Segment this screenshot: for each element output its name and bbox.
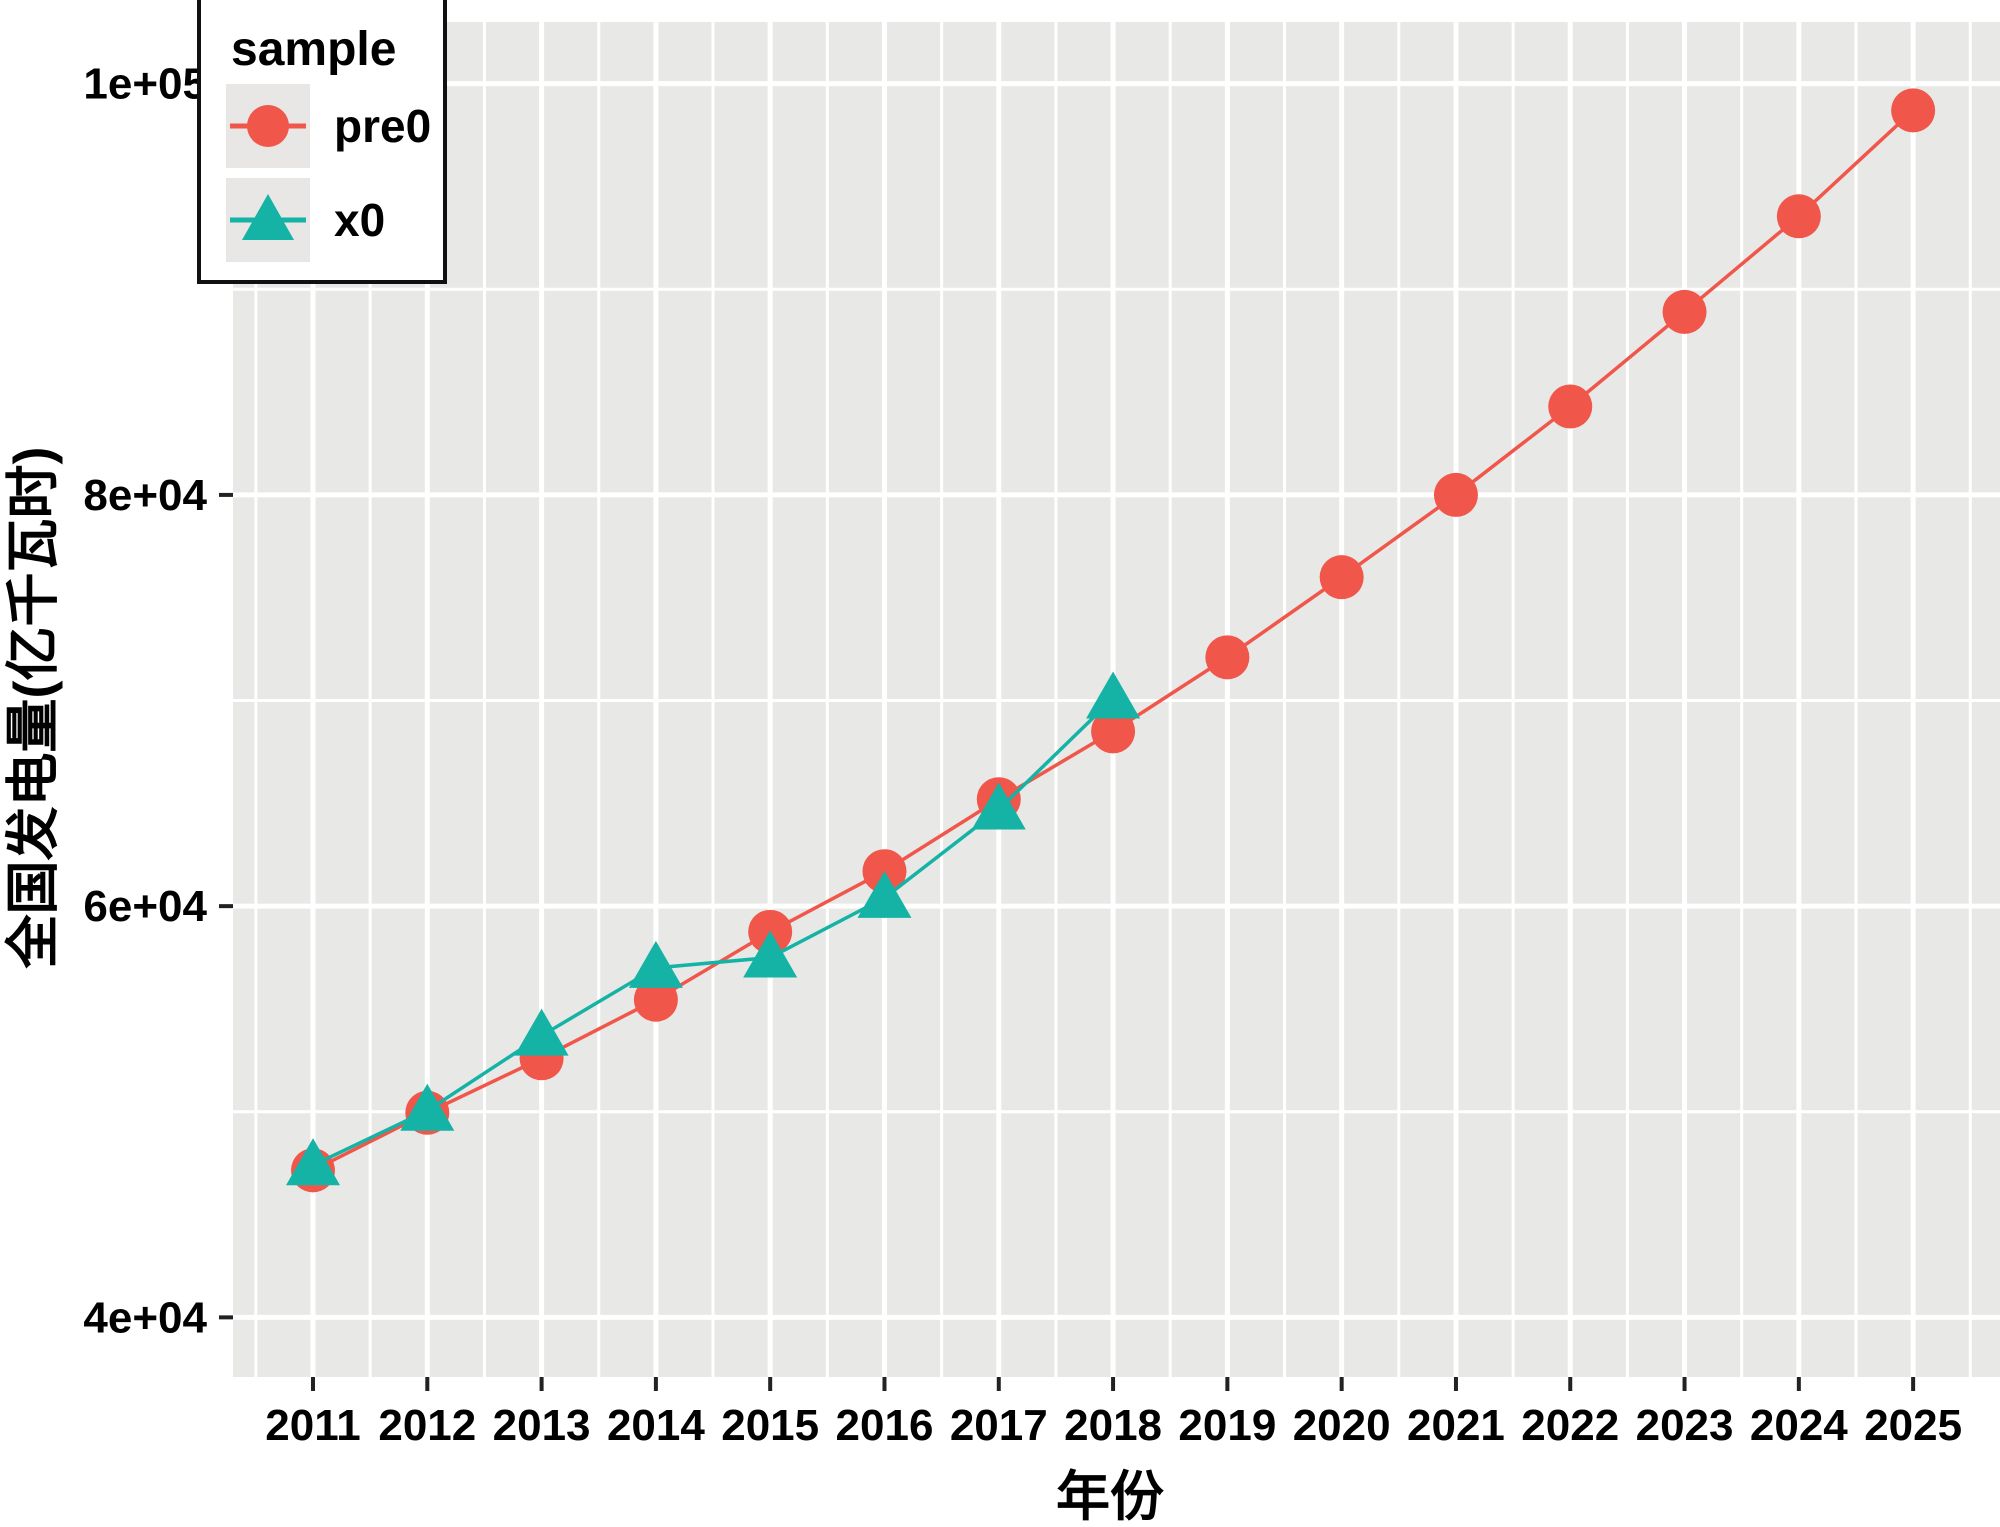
- legend-item-label: pre0: [334, 100, 432, 152]
- data-point-pre0: [1091, 709, 1136, 754]
- x-tick-label: 2013: [493, 1401, 591, 1450]
- y-tick-label: 4e+04: [83, 1293, 207, 1342]
- x-tick-label: 2016: [836, 1401, 934, 1450]
- y-axis-title: 全国发电量(亿千瓦时): [3, 446, 64, 969]
- x-tick-label: 2017: [950, 1401, 1048, 1450]
- data-point-x0: [857, 870, 912, 918]
- x-tick-label: 2018: [1064, 1401, 1162, 1450]
- x-tick-label: 2011: [265, 1401, 360, 1450]
- x-tick-label: 2023: [1636, 1401, 1734, 1450]
- x-tick-label: 2012: [378, 1401, 476, 1450]
- y-tick-labels: 4e+04 6e+04 8e+04 1e+05: [83, 60, 207, 1343]
- x-tick-labels: 2011 2012 2013 2014 2015 2016 2017 2018 2019 2020…: [265, 1401, 1962, 1450]
- x-tick-label: 2021: [1407, 1401, 1505, 1450]
- data-point-x0: [1086, 671, 1141, 719]
- data-point-x0: [971, 782, 1026, 830]
- data-point-pre0: [1891, 88, 1936, 133]
- legend: sample pre0 x0: [197, 0, 447, 284]
- data-point-x0: [400, 1083, 455, 1131]
- data-point-pre0: [1319, 555, 1364, 600]
- data-point-pre0: [1776, 194, 1821, 239]
- legend-item-pre0[interactable]: pre0: [226, 84, 436, 168]
- data-point-x0: [514, 1008, 569, 1056]
- data-point-pre0: [633, 977, 678, 1022]
- x-tick-label: 2015: [721, 1401, 819, 1450]
- legend-title: sample: [231, 23, 397, 76]
- data-point-x0: [628, 940, 683, 988]
- legend-item-x0[interactable]: x0: [226, 178, 436, 262]
- data-point-x0: [286, 1138, 341, 1186]
- circle-key-icon: [226, 84, 310, 168]
- data-point-pre0: [1433, 472, 1478, 517]
- x-tick-label: 2014: [607, 1401, 705, 1450]
- x-tick-label: 2020: [1293, 1401, 1391, 1450]
- gridlines-minor: [233, 22, 2000, 1377]
- y-tick-label: 1e+05: [83, 60, 207, 109]
- x-axis-title: 年份: [1056, 1467, 1164, 1527]
- y-tick-label: 6e+04: [83, 882, 207, 931]
- triangle-key-icon: [226, 178, 310, 262]
- x-tick-label: 2022: [1521, 1401, 1619, 1450]
- legend-item-label: x0: [334, 194, 386, 246]
- x-tick-label: 2024: [1750, 1401, 1848, 1450]
- series-x0: [286, 671, 1141, 1186]
- data-point-x0: [743, 930, 798, 978]
- data-point-pre0: [1662, 289, 1707, 334]
- y-tick-label: 8e+04: [83, 471, 207, 520]
- x-tick-label: 2025: [1864, 1401, 1962, 1450]
- data-point-pre0: [1548, 384, 1593, 429]
- data-point-pre0: [1205, 635, 1250, 680]
- x-tick-label: 2019: [1178, 1401, 1276, 1450]
